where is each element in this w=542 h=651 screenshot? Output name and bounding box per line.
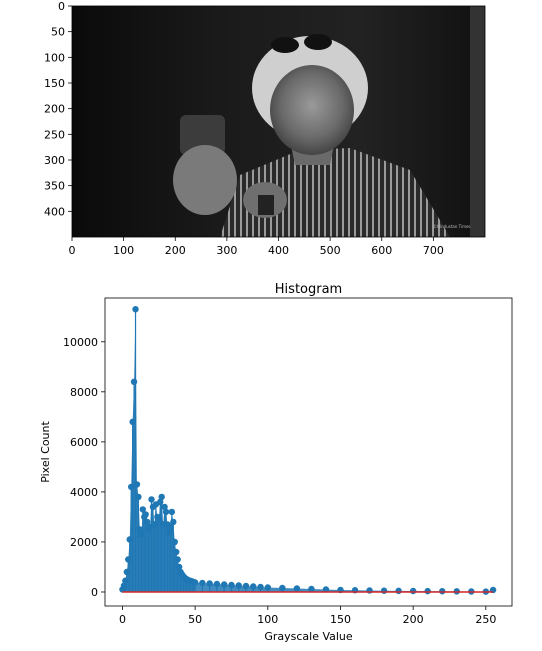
stem-marker <box>132 306 139 313</box>
stem-marker <box>158 493 165 501</box>
image-y-tick-label: 0 <box>58 0 65 13</box>
hist-x-tick-label: 200 <box>403 613 424 626</box>
image-y-tick-label: 350 <box>44 180 65 193</box>
stem-marker <box>242 582 250 590</box>
stem-density-fill <box>122 309 494 592</box>
hist-y-tick-label: 6000 <box>70 436 98 449</box>
photo <box>72 6 485 237</box>
stem-marker <box>143 518 151 526</box>
stem-marker <box>148 496 155 503</box>
x-axis-label: Grayscale Value <box>264 630 353 643</box>
image-axes-ticks: 0 100 200 300 400 500 600 700 0 50 100 150 200 250 300… <box>44 0 444 257</box>
hist-y-tick-label: 4000 <box>70 486 98 499</box>
stem-marker <box>125 556 132 563</box>
stem-series <box>119 306 497 595</box>
stem-marker <box>133 481 141 488</box>
hist-x-tick-label: 250 <box>475 613 496 626</box>
image-x-tick-label: 600 <box>371 244 392 257</box>
image-x-tick-label: 0 <box>69 244 76 257</box>
stem-marker <box>127 483 135 491</box>
stem-marker <box>228 581 235 589</box>
plot-frame <box>104 297 513 607</box>
stem-marker <box>250 583 257 590</box>
image-y-tick-label: 150 <box>44 77 65 90</box>
stem-marker <box>293 585 301 592</box>
image-x-tick-label: 700 <box>423 244 444 257</box>
image-x-tick-label: 300 <box>216 244 237 257</box>
stem-marker <box>161 503 168 511</box>
stem-marker <box>174 556 181 563</box>
stem-marker <box>136 526 144 533</box>
image-y-tick-label: 200 <box>44 103 65 116</box>
hist-x-tick-label: 50 <box>188 613 202 626</box>
image-x-tick-label: 200 <box>165 244 186 257</box>
stem-marker <box>424 587 431 595</box>
stem-marker <box>135 493 142 501</box>
image-y-tick-label: 100 <box>44 51 65 64</box>
stem-marker <box>175 563 183 571</box>
hist-y-tick-label: 2000 <box>70 536 98 549</box>
image-y-tick-label: 250 <box>44 128 65 141</box>
stem-marker <box>162 508 170 516</box>
hist-y-tick-label: 10000 <box>63 336 98 349</box>
stem-marker <box>173 548 180 556</box>
image-x-tick-label: 100 <box>113 244 134 257</box>
image-y-tick-label: 300 <box>44 154 65 167</box>
image-x-tick-label: 400 <box>268 244 289 257</box>
stem-marker <box>257 583 264 591</box>
hist-y-tick-label: 8000 <box>70 386 98 399</box>
image-y-tick-label: 50 <box>51 26 65 39</box>
image-y-tick-label: 400 <box>44 205 65 218</box>
stem-marker <box>171 538 178 546</box>
stem-marker <box>168 508 176 516</box>
histogram-axes-ticks: 0 50 100 150 200 250 0 2000 4000 6000 8000 10000 <box>63 336 496 626</box>
histogram-panel: Histogram 0 50 100 150 200 250 0 2000 4000 6000 80… <box>39 282 513 643</box>
stem-marker <box>220 581 228 588</box>
stem-marker <box>213 580 221 588</box>
hist-y-tick-label: 0 <box>91 586 98 599</box>
stem-marker <box>130 378 138 386</box>
stem-marker <box>235 582 242 589</box>
stem-marker <box>409 587 417 595</box>
stem-marker <box>199 579 206 587</box>
chart-title: Histogram <box>275 282 342 297</box>
stem-marker <box>439 588 446 595</box>
stem-marker <box>395 587 402 595</box>
stem-marker <box>139 506 146 513</box>
stem-marker <box>191 579 199 586</box>
hist-x-tick-label: 100 <box>257 613 278 626</box>
stem-marker <box>122 577 129 584</box>
hist-x-tick-label: 150 <box>330 613 351 626</box>
stem-marker <box>123 568 131 576</box>
stem-marker <box>155 516 162 523</box>
hist-x-tick-label: 0 <box>119 613 126 626</box>
stem-marker <box>322 586 330 593</box>
stem-marker <box>206 580 213 587</box>
stem-marker <box>170 518 177 526</box>
stem-marker <box>380 587 388 594</box>
image-x-tick-label: 500 <box>320 244 341 257</box>
stem-marker <box>142 511 149 518</box>
photo-watermark: ©Hindustan Times <box>433 224 471 229</box>
stem-marker <box>138 531 145 538</box>
stem-marker <box>151 521 158 528</box>
stem-marker <box>126 536 133 543</box>
stem-marker <box>129 418 136 426</box>
image-panel: ©Hindustan Times 0 100 200 300 400 500 600 7000… <box>44 0 486 257</box>
y-axis-label: Pixel Count <box>39 421 52 483</box>
stem-marker <box>308 585 315 593</box>
stem-marker <box>264 584 271 591</box>
stem-marker <box>279 584 286 592</box>
